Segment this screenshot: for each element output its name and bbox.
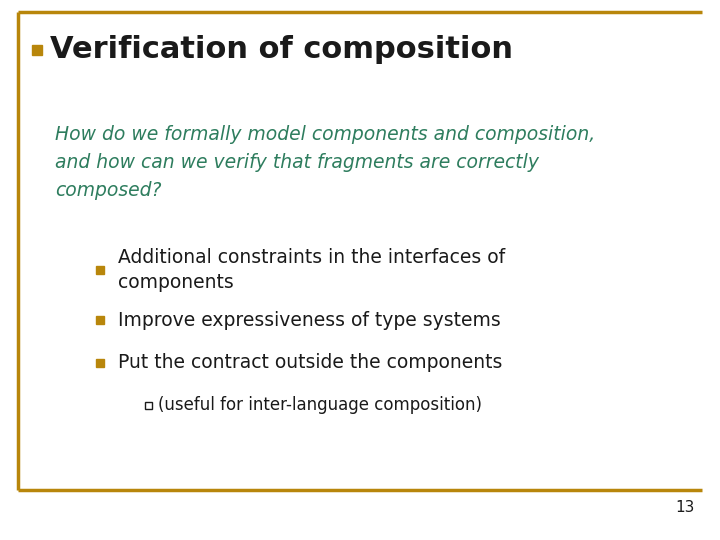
Text: Additional constraints in the interfaces of
components: Additional constraints in the interfaces… [118, 248, 505, 292]
Bar [96, 316, 104, 324]
Text: How do we formally model components and composition,
and how can we verify that : How do we formally model components and … [55, 125, 595, 200]
Bar [96, 359, 104, 367]
Bar [96, 266, 104, 274]
Text: Verification of composition: Verification of composition [50, 36, 513, 64]
Text: Put the contract outside the components: Put the contract outside the components [118, 354, 503, 373]
Bar [32, 45, 42, 55]
Text: Improve expressiveness of type systems: Improve expressiveness of type systems [118, 310, 500, 329]
Text: 13: 13 [675, 500, 695, 515]
Text: (useful for inter-language composition): (useful for inter-language composition) [158, 396, 482, 414]
Bar [145, 402, 151, 408]
